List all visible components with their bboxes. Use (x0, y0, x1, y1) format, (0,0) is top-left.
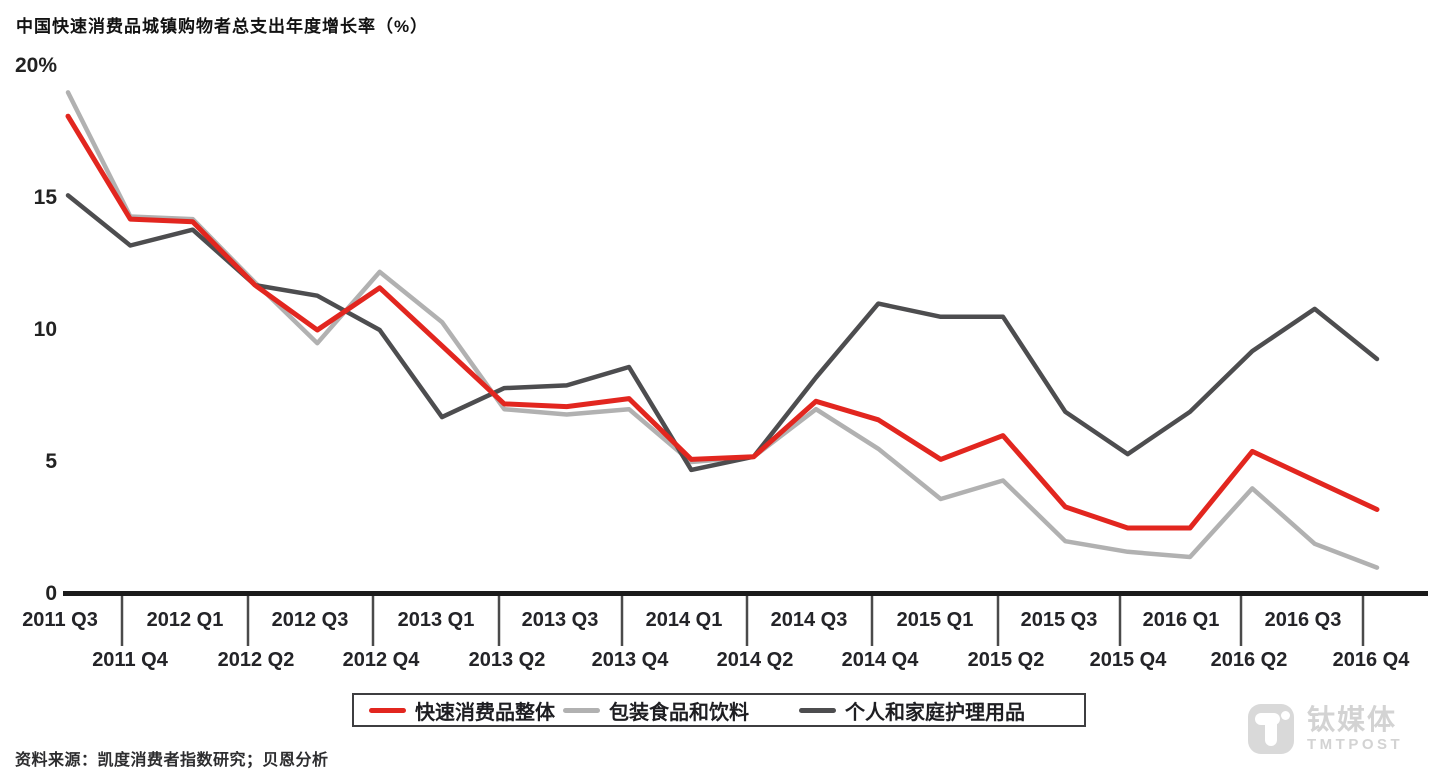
x-axis-label: 2013 Q1 (397, 609, 475, 631)
x-axis-label: 2014 Q1 (645, 609, 723, 631)
x-axis-label: 2014 Q2 (716, 649, 794, 671)
x-axis-label: 2012 Q3 (271, 609, 349, 631)
series-line-2 (65, 193, 1380, 473)
x-axis-label: 2011 Q4 (92, 649, 168, 671)
legend-label: 快速消费品整体 (415, 701, 555, 724)
x-axis-label: 2014 Q4 (841, 649, 919, 671)
legend-label: 个人和家庭护理用品 (845, 701, 1025, 724)
x-axis-label: 2012 Q1 (146, 609, 224, 631)
legend-label: 包装食品和饮料 (609, 701, 749, 724)
x-axis-label: 2016 Q3 (1264, 609, 1342, 631)
gray-line-swatch-icon (563, 707, 600, 713)
logo-t-stem (1265, 717, 1277, 746)
darkgray-line-swatch-icon (799, 707, 836, 713)
y-axis-label: 10 (33, 318, 57, 341)
y-axis-label: 20% (14, 54, 57, 77)
y-axis-label: 5 (45, 450, 57, 473)
x-axis-label: 2012 Q2 (217, 649, 295, 671)
y-axis-label: 0 (45, 582, 57, 605)
x-axis-label: 2016 Q2 (1210, 649, 1288, 671)
x-axis-label: 2014 Q3 (770, 609, 848, 631)
x-axis-label: 2015 Q4 (1089, 649, 1167, 671)
tmtpost-logo-icon (1248, 704, 1294, 754)
source-note: 资料来源：凯度消费者指数研究；贝恩分析 (15, 752, 329, 769)
red-line-swatch-icon (369, 707, 406, 713)
x-axis-label: 2013 Q4 (591, 649, 669, 671)
x-axis-label: 2016 Q4 (1332, 649, 1410, 671)
x-axis-label: 2016 Q1 (1142, 609, 1220, 631)
x-axis-label: 2013 Q3 (521, 609, 599, 631)
y-axis-label: 15 (33, 186, 57, 209)
legend-item-personal-home-care: 个人和家庭护理用品 (799, 696, 1025, 725)
chart-title: 中国快速消费品城镇购物者总支出年度增长率（%） (16, 17, 429, 36)
x-axis-label: 2015 Q3 (1020, 609, 1098, 631)
logo-t-dot (1281, 711, 1290, 720)
x-axis-label: 2015 Q2 (967, 649, 1045, 671)
x-axis-line (63, 591, 1428, 596)
legend: 快速消费品整体 包装食品和饮料 个人和家庭护理用品 (352, 693, 1086, 727)
x-axis-label: 2015 Q1 (896, 609, 974, 631)
tmtpost-watermark: 钛媒体 TMTPOST (1248, 704, 1403, 754)
watermark-cn-label: 钛媒体 (1307, 704, 1398, 735)
series-line-1 (65, 90, 1380, 570)
legend-item-packaged-food: 包装食品和饮料 (563, 696, 749, 725)
x-axis-label: 2012 Q4 (342, 649, 420, 671)
series-line-0 (65, 113, 1380, 531)
watermark-text: 钛媒体 TMTPOST (1307, 704, 1403, 754)
x-axis-label: 2013 Q2 (468, 649, 546, 671)
x-axis-label: 2011 Q3 (22, 609, 98, 631)
watermark-en-label: TMTPOST (1307, 736, 1404, 753)
legend-item-fmcg-total: 快速消费品整体 (369, 696, 555, 725)
